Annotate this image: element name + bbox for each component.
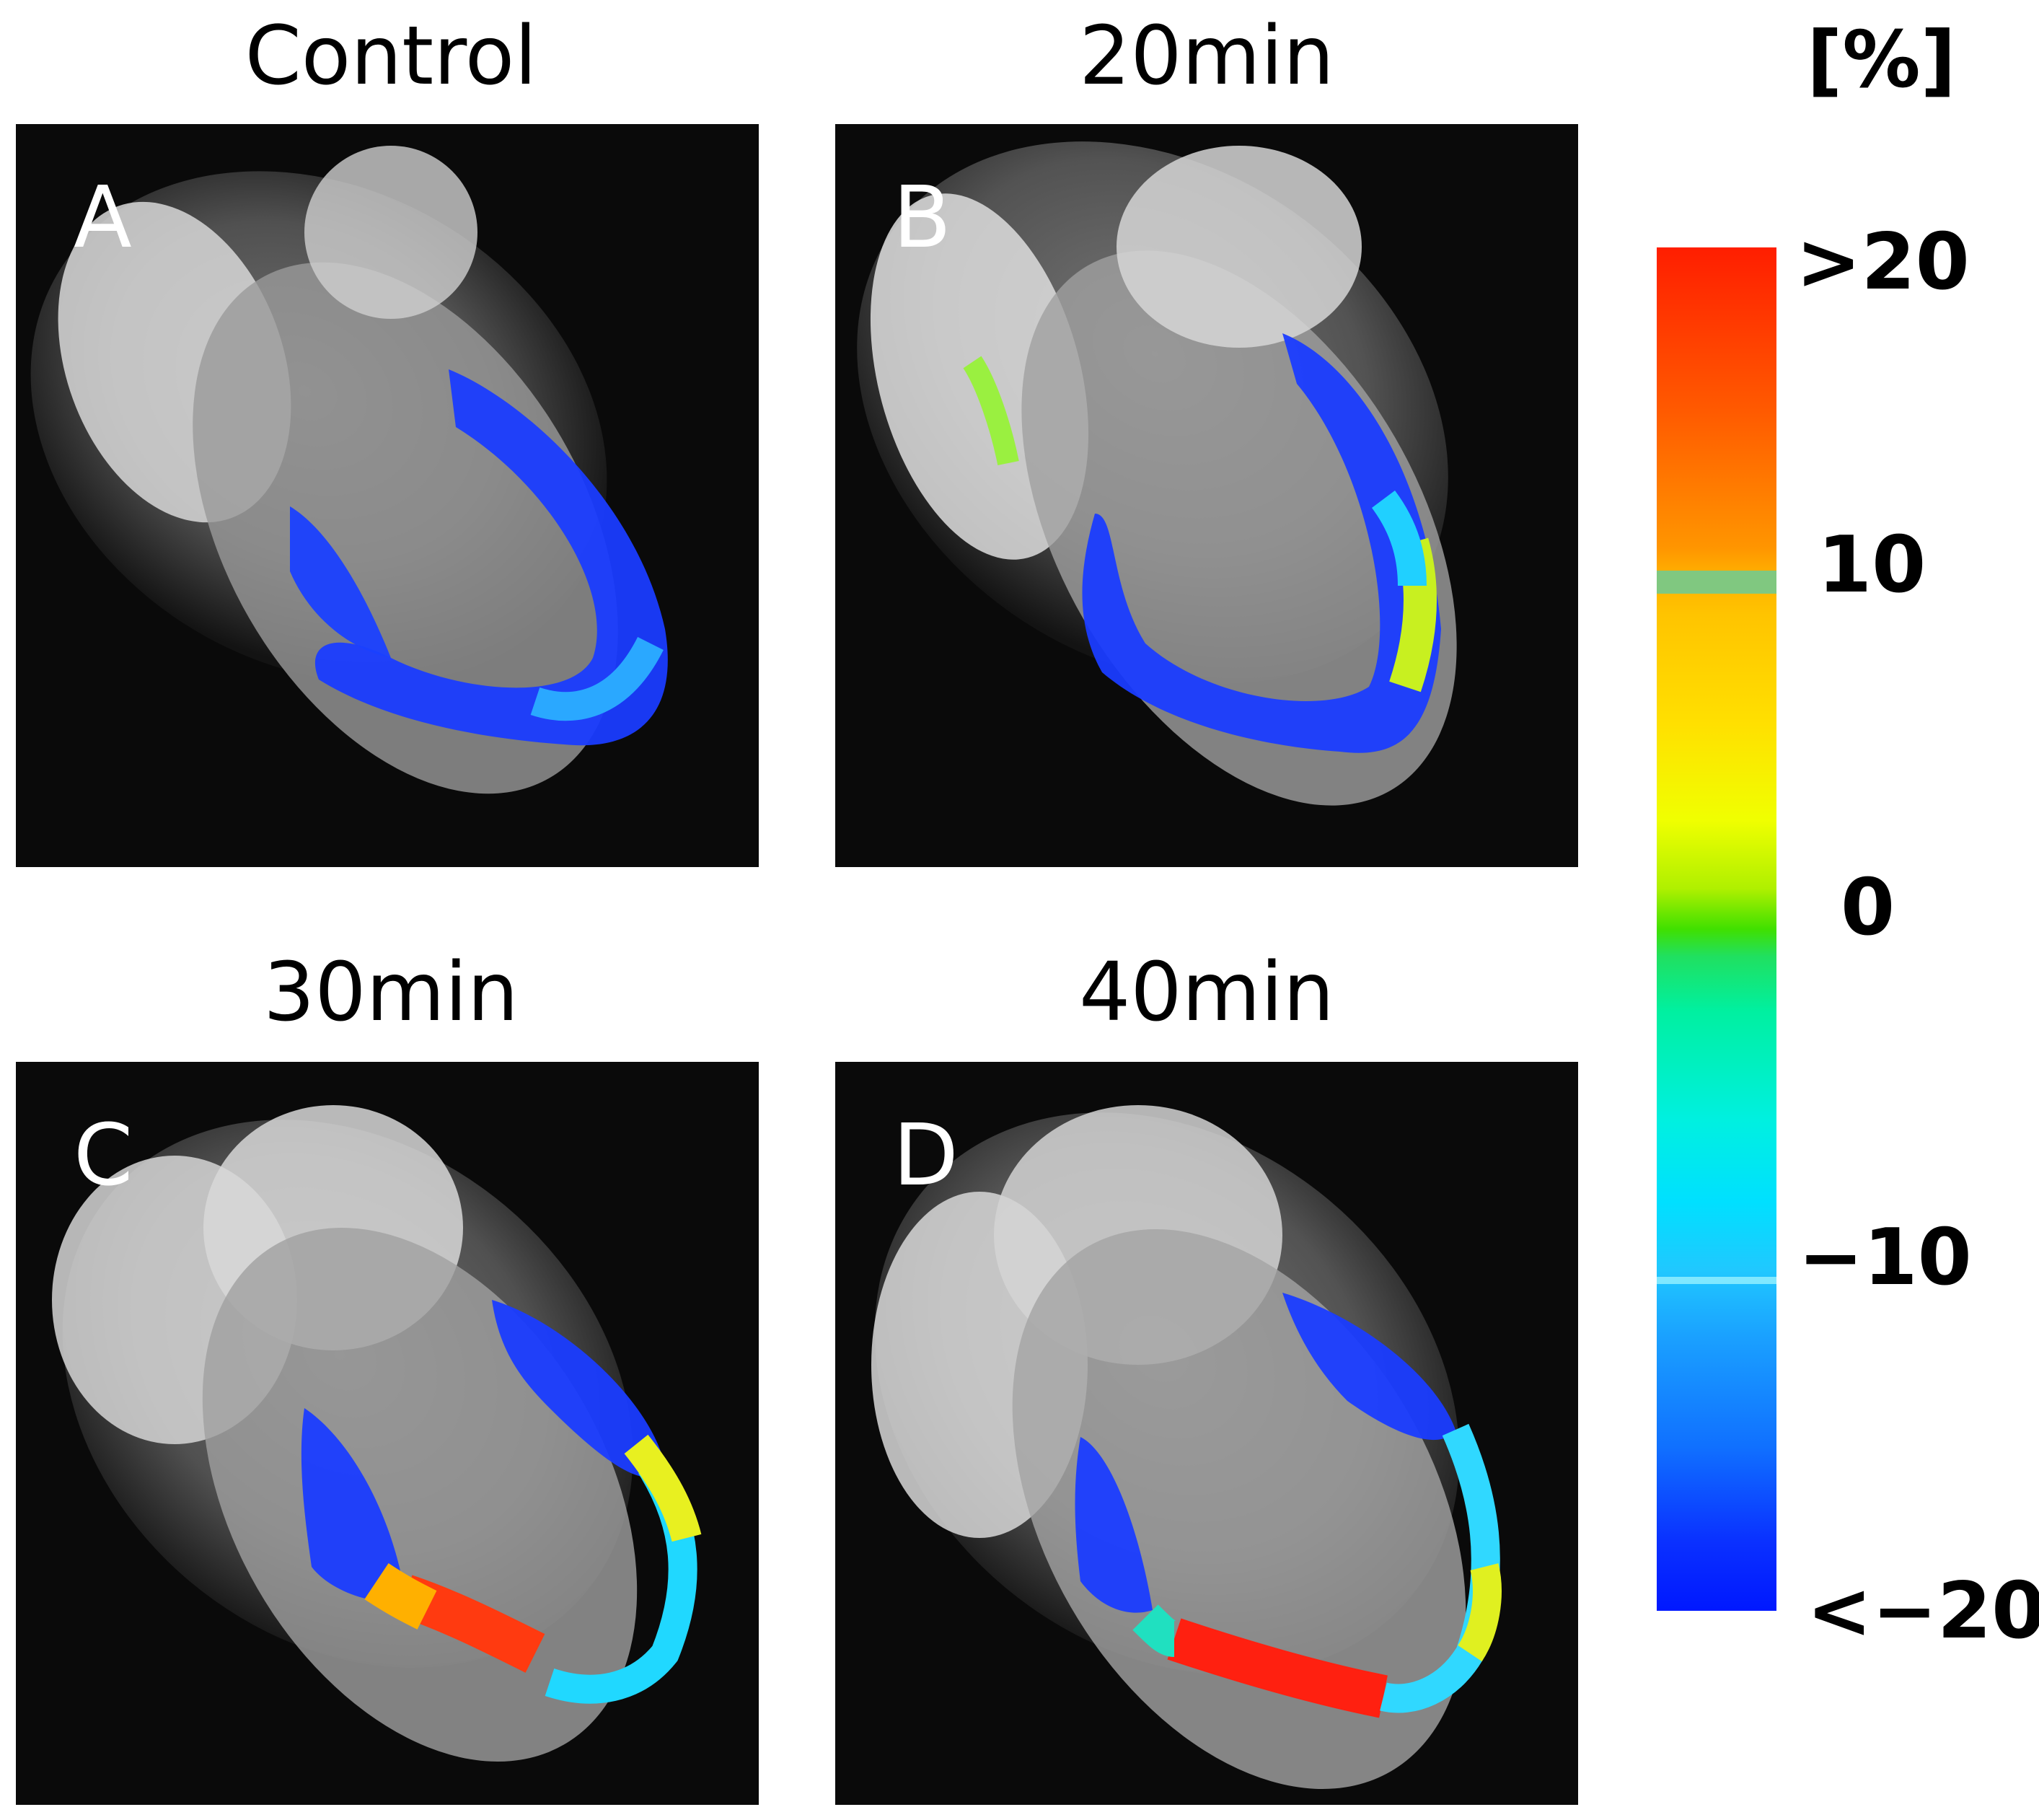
heart-image-b	[857, 141, 1457, 806]
colorbar-band-10	[1657, 571, 1776, 594]
panel-letter-a: A	[74, 167, 132, 267]
panel-title-c: 30min	[263, 946, 519, 1039]
colorbar-tick-0: 0	[1841, 863, 1895, 953]
colorbar	[1657, 247, 1776, 1611]
panel-title-a: Control	[245, 9, 537, 103]
panel-letter-d: D	[893, 1105, 959, 1205]
heart-image-a	[30, 146, 668, 794]
colorbar-band-neg10	[1657, 1277, 1776, 1284]
mri-panel-d: D	[835, 1062, 1578, 1805]
colorbar-tick-10: 10	[1818, 520, 1926, 610]
panel-title-b: 20min	[1079, 9, 1334, 103]
colorbar-tick-neg10: −10	[1798, 1213, 1972, 1303]
mri-panel-a: A	[16, 124, 759, 867]
mri-panel-c: C	[16, 1062, 759, 1805]
heart-image-c	[52, 1105, 702, 1762]
colorbar-tick-min: <−20	[1807, 1566, 2039, 1656]
heart-image-d	[871, 1105, 1502, 1789]
panel-title-d: 40min	[1079, 946, 1334, 1039]
panel-letter-b: B	[893, 167, 951, 267]
colorbar-tick-max: >20	[1796, 217, 1970, 307]
panel-letter-c: C	[74, 1105, 133, 1205]
mri-panel-b: B	[835, 124, 1578, 867]
colorbar-unit-label: [%]	[1807, 15, 1956, 105]
